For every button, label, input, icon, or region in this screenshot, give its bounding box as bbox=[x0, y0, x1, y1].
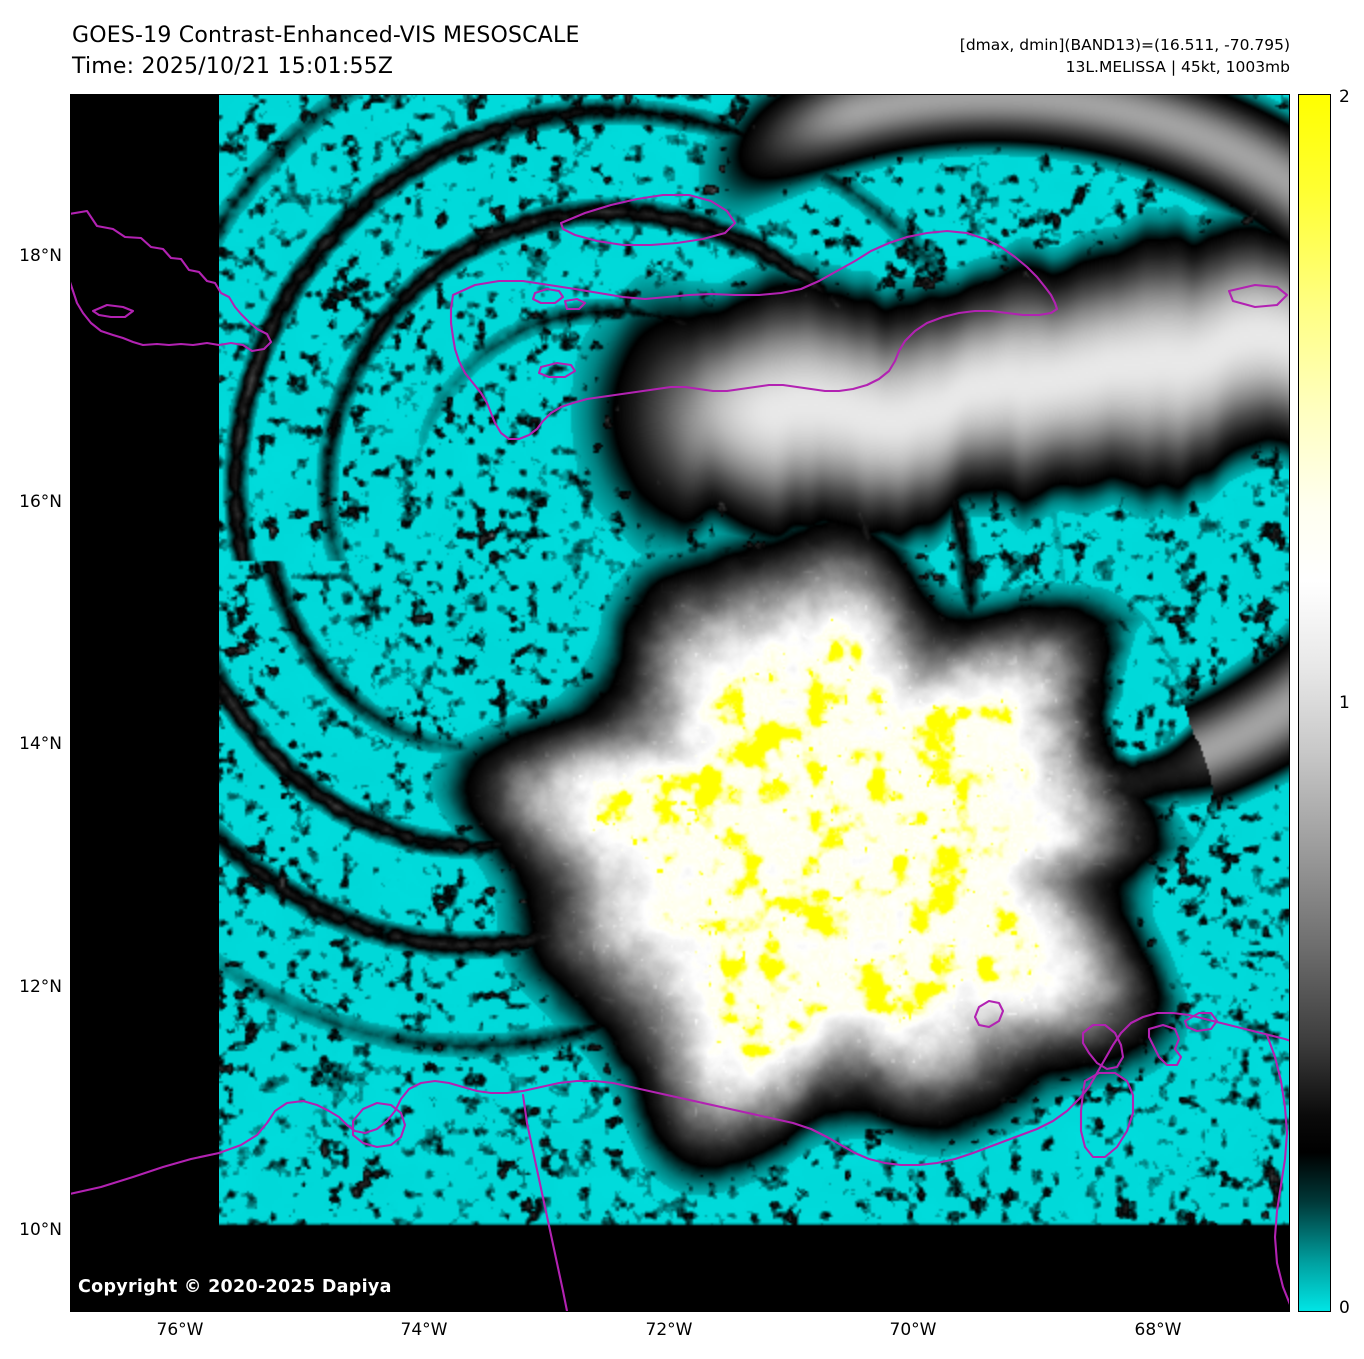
colorbar-tick-1: 1 bbox=[1339, 693, 1350, 713]
y-tick-14n: 14°N bbox=[19, 734, 62, 754]
x-tick-72w: 72°W bbox=[645, 1320, 693, 1340]
band-range-label: [dmax, dmin](BAND13)=(16.511, -70.795) bbox=[959, 36, 1290, 54]
y-tick-12n: 12°N bbox=[19, 977, 62, 997]
x-tick-70w: 70°W bbox=[889, 1320, 937, 1340]
satellite-image-panel[interactable] bbox=[70, 94, 1290, 1312]
y-tick-18n: 18°N bbox=[19, 246, 62, 266]
x-tick-76w: 76°W bbox=[156, 1320, 204, 1340]
y-tick-16n: 16°N bbox=[19, 492, 62, 512]
timestamp-label: Time: 2025/10/21 15:01:55Z bbox=[72, 54, 394, 79]
colorbar-tick-0: 0 bbox=[1339, 1298, 1350, 1318]
copyright-watermark: Copyright © 2020-2025 Dapiya bbox=[78, 1277, 392, 1297]
header-title-block: GOES-19 Contrast-Enhanced-VIS MESOSCALE … bbox=[72, 20, 580, 82]
storm-info-label: 13L.MELISSA | 45kt, 1003mb bbox=[1065, 58, 1290, 76]
colorbar-tick-2: 2 bbox=[1339, 87, 1350, 107]
satellite-raster bbox=[219, 95, 1289, 1257]
page-title: GOES-19 Contrast-Enhanced-VIS MESOSCALE bbox=[72, 23, 580, 48]
x-tick-68w: 68°W bbox=[1134, 1320, 1182, 1340]
y-tick-10n: 10°N bbox=[19, 1220, 62, 1240]
coastline-jamaica-inlet bbox=[91, 303, 135, 319]
x-tick-74w: 74°W bbox=[400, 1320, 448, 1340]
header-meta-block: [dmax, dmin](BAND13)=(16.511, -70.795) 1… bbox=[960, 34, 1290, 78]
colorbar[interactable] bbox=[1298, 94, 1331, 1312]
